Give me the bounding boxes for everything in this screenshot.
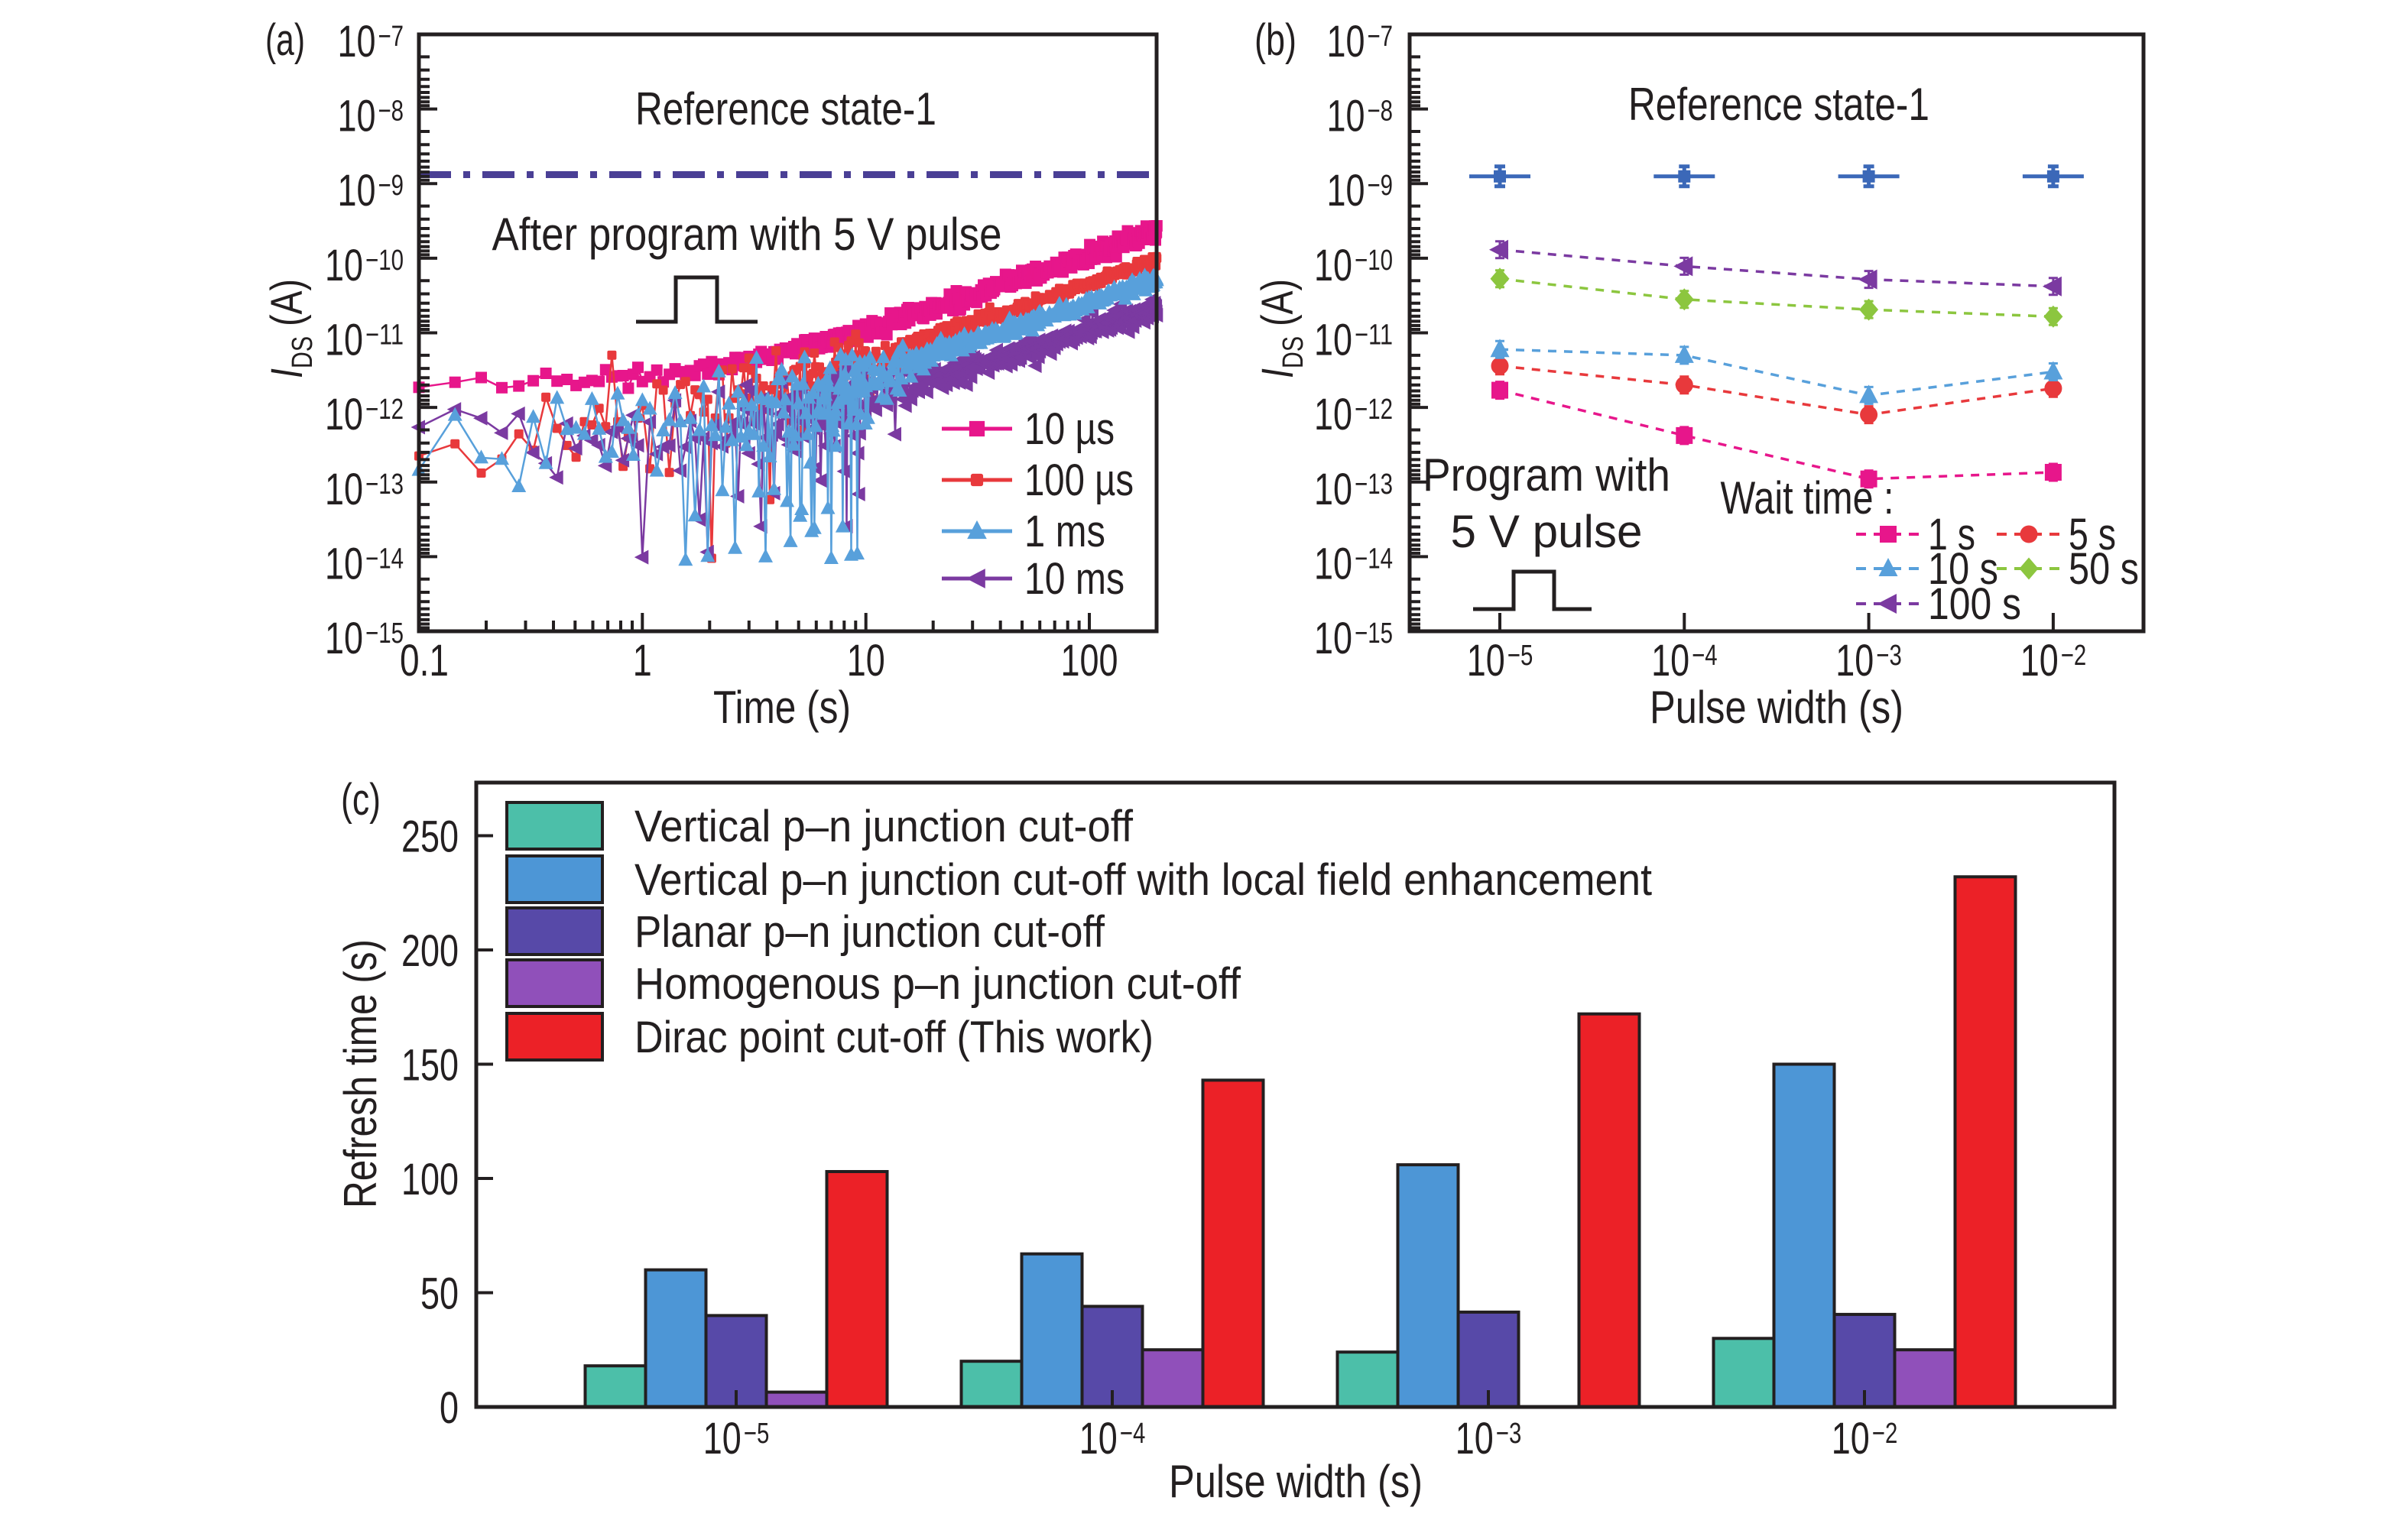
svg-text:Dirac point cut-off (This work: Dirac point cut-off (This work) [634,1013,1154,1062]
svg-text:10: 10 [1327,166,1365,216]
svg-text:10: 10 [325,316,363,365]
svg-text:1 s: 1 s [1928,510,1975,559]
svg-text:50 s: 50 s [2069,544,2139,594]
svg-text:5 V pulse: 5 V pulse [1451,506,1643,557]
svg-text:−12: −12 [365,394,404,426]
svg-text:10: 10 [325,465,363,514]
svg-text:Pulse width (s): Pulse width (s) [1650,682,1903,733]
svg-text:10: 10 [1314,539,1352,588]
svg-text:10 ms: 10 ms [1024,554,1124,604]
svg-text:10: 10 [703,1414,742,1464]
svg-text:−4: −4 [1692,640,1718,672]
svg-text:(c): (c) [341,775,381,825]
svg-text:10: 10 [325,390,363,439]
svg-text:10: 10 [325,539,363,588]
svg-text:−14: −14 [365,543,404,575]
svg-text:10: 10 [338,17,376,66]
svg-text:10: 10 [1327,92,1365,141]
svg-text:Refresh time (s): Refresh time (s) [335,939,386,1208]
svg-text:10: 10 [1651,636,1689,686]
svg-text:Time (s): Time (s) [713,682,851,733]
svg-text:5 s: 5 s [2069,510,2116,559]
svg-text:−11: −11 [1355,319,1393,352]
svg-text:10: 10 [1835,636,1874,686]
svg-text:150: 150 [401,1041,459,1091]
svg-text:10 s: 10 s [1928,544,1998,594]
svg-text:−11: −11 [365,319,404,352]
svg-text:1: 1 [633,636,652,686]
svg-text:IDS (A): IDS (A) [1253,279,1309,378]
svg-text:10: 10 [1079,1414,1118,1464]
svg-text:−14: −14 [1355,543,1393,575]
svg-text:10: 10 [338,166,376,216]
svg-text:100 s: 100 s [1928,579,2021,629]
svg-text:10: 10 [1832,1414,1870,1464]
svg-text:Wait time :: Wait time : [1721,472,1894,523]
svg-text:−3: −3 [1496,1418,1522,1450]
svg-text:50: 50 [420,1269,459,1319]
svg-text:10: 10 [325,614,363,663]
svg-text:−15: −15 [1355,617,1393,650]
svg-text:After program with 5 V pulse: After program with 5 V pulse [492,209,1002,260]
svg-text:−5: −5 [1507,640,1533,672]
svg-text:−7: −7 [1368,21,1394,53]
svg-text:−10: −10 [365,245,404,277]
svg-text:−5: −5 [744,1418,770,1450]
svg-text:Program with: Program with [1423,449,1670,501]
svg-text:100: 100 [401,1155,459,1204]
svg-text:100 µs: 100 µs [1024,455,1134,505]
svg-text:−13: −13 [1355,468,1393,501]
svg-text:−3: −3 [1876,640,1902,672]
svg-text:Vertical p–n junction cut-off: Vertical p–n junction cut-off [634,802,1134,851]
svg-text:0: 0 [440,1383,459,1433]
svg-text:250: 250 [401,812,459,862]
svg-text:(b): (b) [1254,15,1296,65]
svg-text:−2: −2 [1872,1418,1898,1450]
svg-text:(a): (a) [265,15,305,65]
svg-text:Homogenous p–n junction cut-of: Homogenous p–n junction cut-off [634,959,1241,1009]
svg-text:10: 10 [1314,241,1352,290]
svg-text:10: 10 [2020,636,2059,686]
svg-text:−10: −10 [1355,245,1393,277]
svg-text:−4: −4 [1120,1418,1146,1450]
svg-text:−7: −7 [378,21,404,53]
svg-text:IDS (A): IDS (A) [262,279,319,378]
svg-text:−12: −12 [1355,394,1393,426]
svg-text:Reference state-1: Reference state-1 [635,83,936,135]
svg-text:10: 10 [1314,390,1352,439]
svg-text:Pulse width (s): Pulse width (s) [1169,1456,1423,1507]
svg-text:−8: −8 [378,96,404,128]
svg-text:100: 100 [1061,636,1118,686]
svg-text:10: 10 [1314,316,1352,365]
svg-text:200: 200 [401,926,459,976]
svg-text:10: 10 [325,241,363,290]
svg-text:10: 10 [1467,636,1505,686]
svg-text:−15: −15 [365,617,404,650]
svg-text:Vertical p–n junction cut-off: Vertical p–n junction cut-off with local… [634,855,1652,905]
svg-text:Reference state-1: Reference state-1 [1628,79,1929,130]
svg-text:10 µs: 10 µs [1024,404,1115,454]
svg-text:−9: −9 [378,170,404,202]
svg-text:10: 10 [1314,614,1352,663]
svg-text:−2: −2 [2061,640,2087,672]
svg-text:1 ms: 1 ms [1024,507,1105,556]
svg-text:10: 10 [338,92,376,141]
svg-text:0.1: 0.1 [400,636,449,686]
svg-text:Planar p–n junction cut-off: Planar p–n junction cut-off [634,907,1105,957]
svg-text:10: 10 [1327,17,1365,66]
svg-text:10: 10 [847,636,885,686]
svg-text:10: 10 [1314,465,1352,514]
svg-text:−13: −13 [365,468,404,501]
svg-text:−9: −9 [1368,170,1394,202]
svg-text:10: 10 [1456,1414,1494,1464]
svg-text:−8: −8 [1368,96,1394,128]
